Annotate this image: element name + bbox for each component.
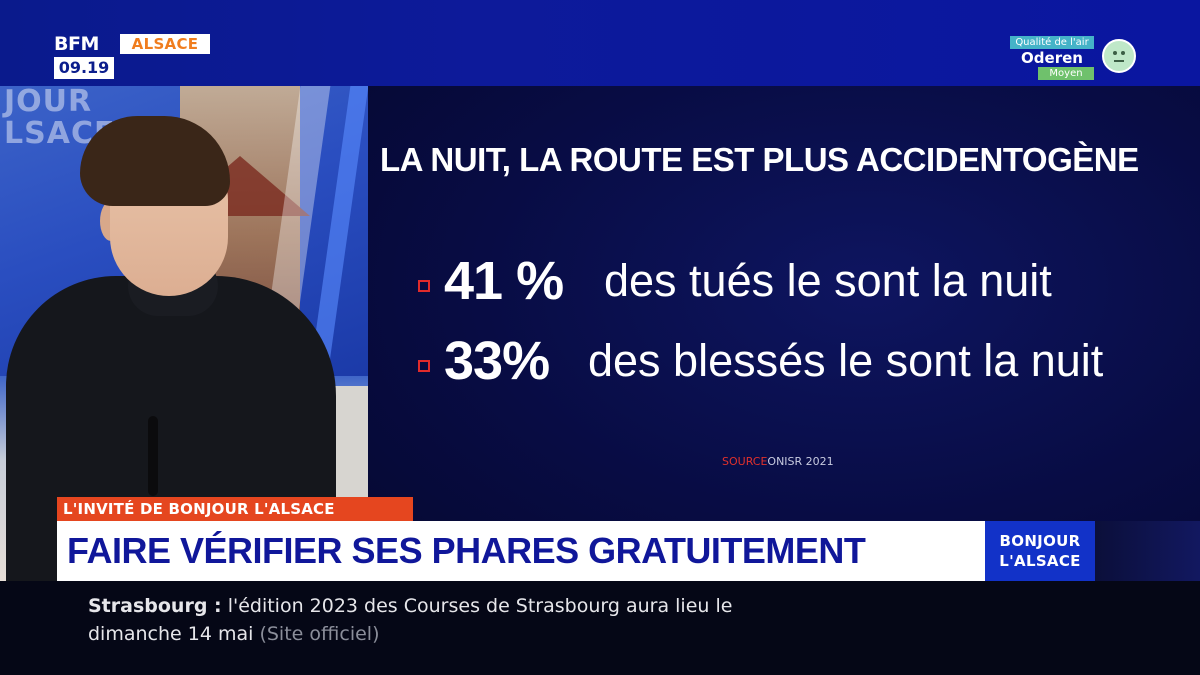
ticker-line2: dimanche 14 mai (Site officiel) <box>88 621 1088 647</box>
air-quality-widget: Qualité de l'air Oderen Moyen <box>1010 36 1140 80</box>
stat-text: des tués le sont la nuit <box>604 255 1052 306</box>
ticker-source: (Site officiel) <box>259 623 380 645</box>
studio-backdrop-line1: JOUR <box>4 86 93 119</box>
channel-brand: BFM <box>54 33 99 55</box>
news-ticker: Strasbourg : l'édition 2023 des Courses … <box>0 581 1200 675</box>
air-quality-level: Moyen <box>1038 67 1094 80</box>
clock: 09.19 <box>54 57 114 79</box>
ticker-city: Strasbourg : <box>88 595 222 617</box>
show-logo: BONJOUR L'ALSACE <box>985 521 1095 581</box>
guest-hair <box>80 116 230 206</box>
stat-row: 41 % des tués le sont la nuit <box>418 246 1198 316</box>
lower-third-kicker: L'INVITÉ DE BONJOUR L'ALSACE <box>57 497 413 521</box>
top-bar: BFM ALSACE 09.19 Qualité de l'air Oderen… <box>0 0 1200 86</box>
ticker-text: l'édition 2023 des Courses de Strasbourg… <box>227 595 733 617</box>
lower-third-headline: FAIRE VÉRIFIER SES PHARES GRATUITEMENT <box>67 530 866 571</box>
infographic-source: SOURCEONISR 2021 <box>722 454 882 470</box>
square-bullet-icon <box>418 360 430 372</box>
infographic-panel: LA NUIT, LA ROUTE EST PLUS ACCIDENTOGÈNE… <box>368 86 1200 586</box>
neutral-face-icon <box>1102 39 1136 73</box>
air-quality-title: Qualité de l'air <box>1010 36 1094 49</box>
ticker-text-continued: dimanche 14 mai <box>88 623 254 645</box>
air-quality-city: Oderen <box>1021 49 1083 67</box>
lower-third-bar: FAIRE VÉRIFIER SES PHARES GRATUITEMENT <box>57 521 985 581</box>
show-logo-line2: L'ALSACE <box>999 552 1081 570</box>
ticker-line1: Strasbourg : l'édition 2023 des Courses … <box>88 593 1088 619</box>
microphone <box>148 416 158 496</box>
stat-value: 33% <box>444 331 550 391</box>
source-value: ONISR 2021 <box>767 455 834 468</box>
source-label: SOURCE <box>722 455 768 468</box>
stat-value: 41 % <box>444 251 564 311</box>
infographic-title: LA NUIT, LA ROUTE EST PLUS ACCIDENTOGÈNE <box>380 141 1139 178</box>
lower-third-decoration <box>1095 521 1200 581</box>
stat-row: 33% des blessés le sont la nuit <box>418 326 1198 396</box>
channel-region: ALSACE <box>120 34 210 54</box>
stat-text: des blessés le sont la nuit <box>588 335 1104 386</box>
show-logo-line1: BONJOUR <box>999 532 1081 550</box>
square-bullet-icon <box>418 280 430 292</box>
